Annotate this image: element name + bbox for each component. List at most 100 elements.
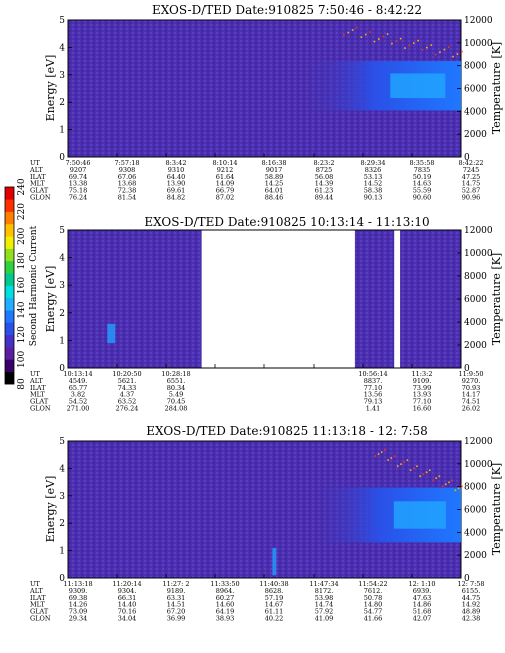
colorbar-cell bbox=[5, 310, 14, 323]
energy-tick-label: 3 bbox=[59, 281, 65, 291]
temperature-tick-label: 8000 bbox=[464, 483, 487, 493]
energy-tick-label: 4 bbox=[59, 43, 65, 53]
orbit-value: 88.46 bbox=[265, 194, 284, 202]
temperature-tick-label: 0 bbox=[464, 364, 470, 374]
temperature-point bbox=[404, 47, 406, 49]
orbit-row-label: UT bbox=[30, 580, 40, 588]
colorbar-tick-label: 140 bbox=[17, 301, 27, 318]
orbit-value: 5621. bbox=[118, 377, 137, 385]
orbit-value: 89.44 bbox=[315, 194, 334, 202]
orbit-value: 13.93 bbox=[413, 391, 432, 399]
colorbar-cell bbox=[5, 285, 14, 299]
orbit-value: 14.75 bbox=[462, 180, 481, 188]
orbit-value: 70.45 bbox=[167, 398, 186, 406]
temperature-point bbox=[419, 475, 421, 477]
temperature-tick-label: 2000 bbox=[464, 130, 487, 140]
orbit-value: 9308 bbox=[119, 166, 136, 174]
orbit-value: 42.38 bbox=[462, 615, 481, 623]
temperature-tick-label: 2000 bbox=[464, 341, 487, 351]
temperature-tick-label: 4000 bbox=[464, 528, 487, 538]
temperature-point bbox=[417, 39, 419, 42]
energy-tick-label: 5 bbox=[59, 437, 65, 447]
orbit-value: 13.38 bbox=[69, 180, 88, 188]
streak bbox=[272, 547, 277, 576]
temperature-point bbox=[461, 485, 463, 488]
temperature-tick-label: 10000 bbox=[464, 39, 493, 49]
orbit-row-label: ILAT bbox=[30, 173, 46, 181]
orbit-value: 13.68 bbox=[118, 180, 137, 188]
orbit-row-label: ALT bbox=[29, 587, 43, 595]
orbit-value: 10:13:14 bbox=[63, 370, 92, 378]
orbit-row-label: GLON bbox=[30, 615, 51, 623]
temperature-tick-label: 4000 bbox=[464, 318, 487, 328]
orbit-value: 56.08 bbox=[315, 173, 334, 181]
temperature-point bbox=[434, 53, 437, 56]
temperature-tick-label: 4000 bbox=[464, 107, 487, 117]
orbit-value: 52.87 bbox=[462, 187, 481, 195]
orbit-value: 66.79 bbox=[216, 187, 235, 195]
panel-2-energy-ticks: 0 1 2 3 4 5 bbox=[59, 226, 462, 374]
temperature-point bbox=[456, 53, 459, 55]
temperature-point bbox=[364, 33, 367, 36]
panel-2-orbit-table: UT 10:13:14 10:20:50 10:28:18 10:56:14 11:3:2… bbox=[29, 370, 484, 413]
orbit-value: 1.41 bbox=[366, 405, 380, 413]
orbit-value: 13.90 bbox=[167, 180, 186, 188]
enhancement-core bbox=[390, 73, 446, 99]
temperature-point bbox=[351, 29, 354, 31]
colorbar-cell bbox=[5, 322, 14, 336]
orbit-value: 90.13 bbox=[364, 194, 383, 202]
orbit-value: 8:10:14 bbox=[212, 159, 237, 167]
orbit-value: 36.99 bbox=[167, 615, 186, 623]
colorbar-cell bbox=[5, 199, 14, 212]
orbit-value: 54.77 bbox=[364, 608, 383, 616]
orbit-value: 10:20:50 bbox=[112, 370, 141, 378]
orbit-value: 47.63 bbox=[413, 594, 432, 602]
orbit-value: 76.24 bbox=[69, 194, 88, 202]
temperature-point bbox=[408, 44, 411, 47]
temperature-point bbox=[444, 483, 447, 486]
energy-tick-label: 4 bbox=[59, 254, 65, 264]
orbit-value: 61.64 bbox=[216, 173, 235, 181]
orbit-row-label: UT bbox=[30, 159, 40, 167]
orbit-value: 14.51 bbox=[167, 601, 186, 609]
orbit-value: 9017 bbox=[266, 166, 283, 174]
orbit-value: 50.78 bbox=[364, 594, 383, 602]
energy-tick-label: 3 bbox=[59, 71, 65, 81]
orbit-value: 69.74 bbox=[69, 173, 88, 181]
temperature-point bbox=[377, 453, 380, 455]
temperature-tick-label: 10000 bbox=[464, 249, 493, 259]
orbit-value: 8:16:38 bbox=[261, 159, 286, 167]
orbit-value: 48.89 bbox=[462, 608, 481, 616]
orbit-value: 14.86 bbox=[413, 601, 432, 609]
colorbar-frame bbox=[4, 186, 15, 385]
orbit-value: 42.07 bbox=[413, 615, 432, 623]
orbit-row-label: GLON bbox=[30, 194, 51, 202]
orbit-value: 54.52 bbox=[69, 398, 88, 406]
orbit-value: 58.89 bbox=[265, 173, 284, 181]
orbit-row-label: MLT bbox=[30, 180, 45, 188]
energy-tick-label: 0 bbox=[59, 153, 65, 163]
energy-tick-label: 1 bbox=[59, 547, 65, 557]
orbit-value: 12: 7:58 bbox=[457, 580, 484, 588]
colorbar-scale bbox=[5, 187, 14, 385]
temperature-point bbox=[343, 34, 345, 36]
orbit-value: 14.39 bbox=[315, 180, 334, 188]
orbit-value: 14.80 bbox=[364, 601, 383, 609]
colorbar-cell bbox=[5, 334, 14, 348]
orbit-value: 70.93 bbox=[462, 384, 481, 392]
streak bbox=[107, 323, 116, 344]
orbit-value: 14.25 bbox=[265, 180, 284, 188]
temperature-point bbox=[412, 467, 415, 469]
orbit-row-label: GLAT bbox=[30, 608, 49, 616]
panel-3-energy-label: Energy [eV] bbox=[44, 476, 57, 543]
orbit-value: 77.10 bbox=[364, 384, 383, 392]
orbit-row-label: ALT bbox=[29, 377, 43, 385]
orbit-value: 16.60 bbox=[413, 405, 432, 413]
orbit-value: 26.02 bbox=[462, 405, 481, 413]
energy-tick-label: 2 bbox=[59, 98, 65, 108]
panel-3-orbit-table: UT 11:13:18 11:20:14 11:27: 2 11:33:50 11:40:… bbox=[29, 580, 485, 623]
orbit-value: 14.67 bbox=[265, 601, 284, 609]
orbit-row-label: ILAT bbox=[30, 384, 46, 392]
orbit-value: 57.19 bbox=[265, 594, 284, 602]
colorbar-cell bbox=[5, 223, 14, 237]
